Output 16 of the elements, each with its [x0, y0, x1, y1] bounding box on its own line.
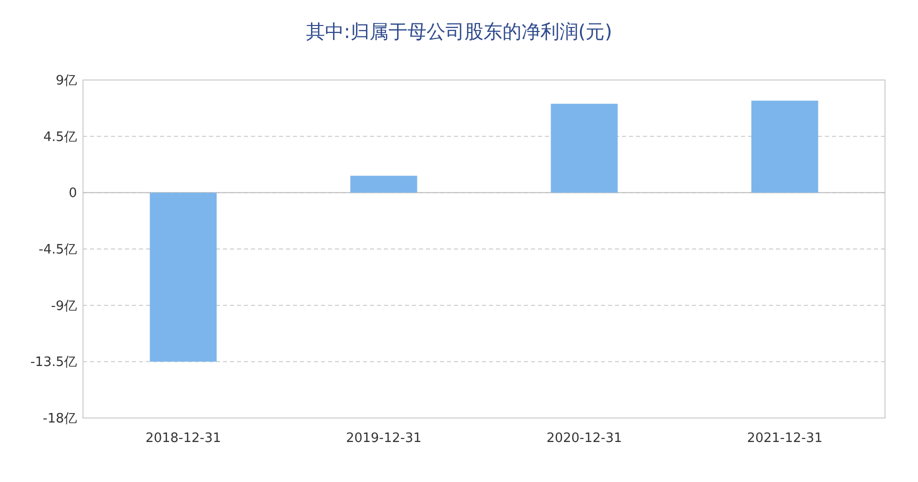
bar — [350, 176, 418, 193]
y-tick-label: -13.5亿 — [30, 355, 77, 370]
bar — [550, 104, 618, 193]
x-tick-label: 2021-12-31 — [746, 431, 823, 446]
y-tick-label: -18亿 — [42, 412, 77, 427]
chart-title: 其中:归属于母公司股东的净利润(元) — [306, 21, 612, 43]
x-tick-label: 2019-12-31 — [346, 431, 422, 446]
y-tick-label: 9亿 — [56, 74, 77, 89]
x-tick-label: 2018-12-31 — [145, 431, 222, 446]
y-tick-label: -9亿 — [51, 298, 77, 314]
bar — [150, 192, 217, 362]
y-tick-label: 0 — [68, 186, 77, 202]
bar — [751, 100, 818, 193]
x-tick-label: 2020-12-31 — [546, 431, 622, 446]
y-tick-label: 4.5亿 — [43, 130, 77, 145]
y-tick-label: -4.5亿 — [38, 242, 77, 258]
